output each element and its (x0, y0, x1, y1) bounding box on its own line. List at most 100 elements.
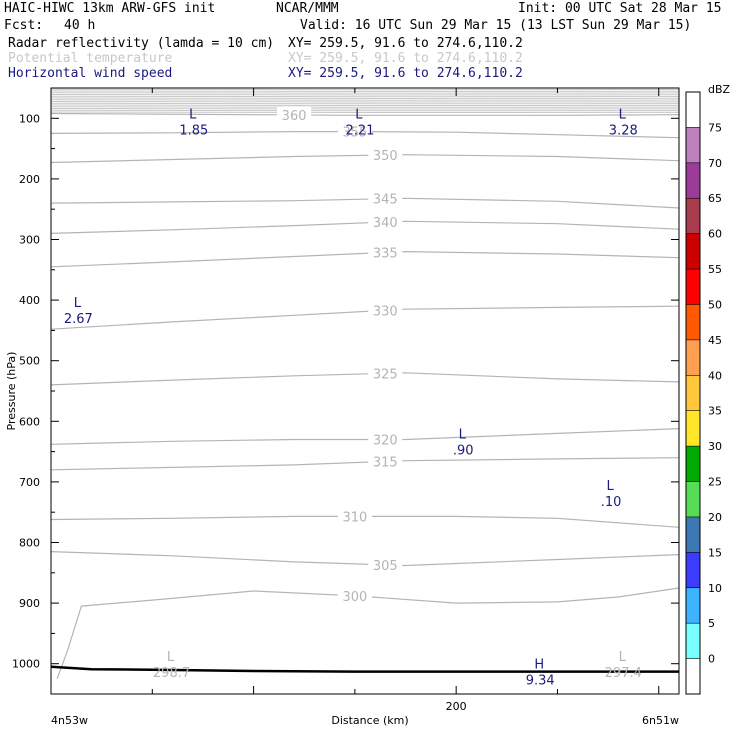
wind-extremum-value: .90 (453, 443, 474, 458)
isentrope-label-bg (337, 587, 372, 603)
wind-extremum-letter: L (459, 427, 467, 442)
y-tick-label: 100 (19, 112, 40, 125)
theta-extremum-value: 298.7 (153, 666, 190, 681)
isentrope-label-bg (368, 302, 403, 318)
x-start-label: 4n53w (51, 714, 88, 727)
colorbar-swatch (686, 198, 700, 234)
isentrope-330 (51, 305, 679, 330)
ground-line (51, 665, 679, 673)
colorbar-tick-label: 75 (708, 121, 722, 134)
isentrope-top-line (51, 90, 679, 92)
colorbar-swatch (686, 481, 700, 517)
ground-pressure-line (51, 665, 679, 673)
isentrope-label-325: 325 (373, 367, 398, 382)
colorbar-swatch (686, 375, 700, 411)
fcst-label: Fcst: (4, 18, 44, 33)
colorbar-swatch (686, 446, 700, 482)
colorbar-tick-label: 10 (708, 582, 722, 595)
isentrope-label-335: 335 (373, 247, 398, 262)
init-time: Init: 00 UTC Sat 28 Mar 15 (518, 1, 722, 16)
x-axis-label: Distance (km) (331, 714, 408, 727)
wind-extremum-letter: L (74, 296, 82, 311)
isentrope-300 (56, 587, 679, 680)
isentrope-label-320: 320 (373, 433, 398, 448)
x-tick-label: 200 (446, 700, 467, 713)
wind-extremum-value: 3.28 (609, 123, 638, 138)
colorbar-frame (685, 91, 701, 695)
wind-extremum-value: 9.34 (526, 674, 555, 689)
colorbar-swatch (686, 269, 700, 305)
isentrope-label-345: 345 (373, 193, 398, 208)
isentrope-label-bg (368, 556, 403, 572)
colorbar-tick-label: 35 (708, 405, 722, 418)
isentrope-320 (51, 428, 679, 445)
isentrope-label-bg (368, 453, 403, 469)
y-tick-label: 1000 (12, 658, 40, 671)
colorbar-swatch (686, 658, 700, 694)
wind-extremum-value: 1.85 (179, 123, 208, 138)
isentrope-305 (51, 551, 679, 567)
isentrope-label-bg (368, 365, 403, 381)
model-title: HAIC-HIWC 13km ARW-GFS init (4, 1, 216, 16)
wind-extremum-value: 2.67 (64, 312, 93, 327)
isentrope-label-360: 360 (282, 109, 307, 124)
y-tick-label: 300 (19, 234, 40, 247)
y-tick-label: 600 (19, 415, 40, 428)
y-tick-label: 500 (19, 355, 40, 368)
isentrope-label-bg (368, 431, 403, 447)
theta-extremum-value: 297.4 (605, 666, 642, 681)
isentrope-340 (51, 220, 679, 234)
field-1-name: Radar reflectivity (lamda = 10 cm) (8, 36, 275, 51)
top-isentrope-bundle (51, 88, 679, 114)
isentrope-label-bg (337, 123, 372, 139)
isentrope-top-line (51, 93, 679, 96)
wind-extremum-letter: L (606, 479, 614, 494)
isentrope-top-line (51, 88, 679, 91)
colorbar-tick-label: 5 (708, 617, 715, 630)
colorbar-tick-label: 65 (708, 192, 722, 205)
y-tick-label: 800 (19, 537, 40, 550)
colorbar-tick-label: 45 (708, 334, 722, 347)
isentrope-345 (51, 197, 679, 209)
y-tick-label: 900 (19, 597, 40, 610)
colorbar-tick-label: 55 (708, 263, 722, 276)
isentrope-top-line (51, 102, 679, 105)
isentrope-label-330: 330 (373, 304, 398, 319)
colorbar-tick-label: 60 (708, 228, 722, 241)
field-1-xy: XY= 259.5, 91.6 to 274.6,110.2 (288, 36, 523, 51)
field-3-name: Horizontal wind speed (8, 66, 173, 81)
theta-extremum-letter: L (619, 650, 627, 665)
y-tick-label: 400 (19, 294, 40, 307)
colorbar-swatch (686, 92, 700, 128)
colorbar-tick-label: 40 (708, 369, 722, 382)
colorbar-tick-label: 15 (708, 546, 722, 559)
isentrope-label-340: 340 (373, 216, 398, 231)
colorbar-unit: dBZ (708, 83, 731, 96)
isentrope-label-315: 315 (373, 455, 398, 470)
isentrope-label-305: 305 (373, 559, 398, 574)
org-label: NCAR/MMM (276, 1, 339, 16)
isentrope-label-bg (368, 244, 403, 260)
wind-extremum-letter: L (189, 107, 197, 122)
isentrope-335 (51, 250, 679, 268)
isentrope-315 (51, 457, 679, 471)
wind-extremum-letter: L (355, 107, 363, 122)
isentrope-label-310: 310 (342, 510, 367, 525)
colorbar-swatch (686, 623, 700, 659)
wind-extremum-value: .10 (601, 495, 622, 510)
colorbar-swatch (686, 162, 700, 199)
field-2-name: Potential temperature (8, 51, 173, 66)
colorbar-tick-label: 30 (708, 440, 722, 453)
colorbar-swatch (686, 304, 700, 340)
contour-labels: 360 355 350 345 340 335 330 325 320 315 310 305 300 L… (64, 106, 642, 689)
isentrope-top-line (51, 109, 679, 112)
isentrope-top-line (51, 101, 679, 103)
isentrope-top-line (51, 104, 679, 107)
isentrope-label-bg (368, 190, 403, 206)
isentrope-top-line (51, 95, 679, 98)
axes: 100 200 300 400 500 600 700 800 900 1000 200 4n53w 6… (5, 88, 679, 727)
isentrope-360 (51, 112, 679, 116)
isentrope-top-line (51, 92, 679, 94)
colorbar-swatch (686, 339, 700, 376)
